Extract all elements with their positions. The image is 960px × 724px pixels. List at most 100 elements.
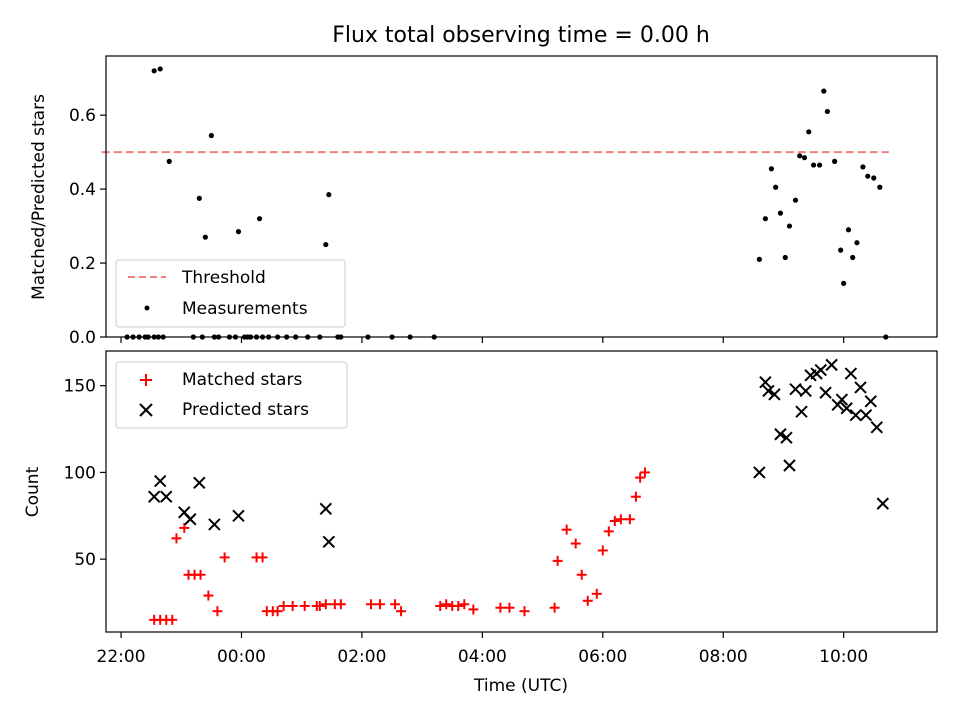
- measurement-point: [208, 132, 214, 139]
- predicted-star-point: [768, 388, 781, 401]
- measurement-point: [196, 195, 202, 201]
- matched-star-point: [635, 472, 646, 483]
- matched-star-point: [615, 514, 626, 525]
- measurement-point: [151, 68, 157, 74]
- predicted-star-point: [762, 384, 775, 398]
- x-tick-label: 02:00: [337, 647, 386, 667]
- measurement-point: [773, 184, 779, 190]
- bottom-panel: 50 100 150 22:00 00:00 02:00 04:00 06:00 08:00 1…: [23, 350, 938, 667]
- predicted-star-point: [870, 421, 883, 434]
- predicted-star-point: [844, 367, 858, 380]
- bottom-ylabel: Count: [23, 466, 43, 517]
- measurement-point: [782, 254, 788, 261]
- measurement-point: [810, 162, 817, 168]
- matched-star-point: [335, 599, 346, 610]
- bottom-legend: Matched stars Predicted stars: [115, 361, 348, 429]
- matched-star-point: [171, 533, 182, 544]
- matched-star-point: [299, 600, 310, 611]
- predicted-star-point: [789, 382, 802, 396]
- predicted-star-point: [322, 535, 336, 549]
- matched-star-point: [519, 606, 530, 617]
- predicted-star-point: [232, 509, 245, 522]
- top-ytick-label: 0.0: [69, 328, 96, 348]
- predicted-star-point: [147, 490, 161, 503]
- measurement-point: [157, 66, 163, 72]
- predicted-star-point: [825, 358, 838, 372]
- matched-star-point: [314, 600, 325, 611]
- predicted-star-point: [759, 376, 772, 389]
- matched-star-point: [320, 599, 331, 610]
- predicted-star-point: [849, 408, 862, 422]
- matched-star-point: [278, 600, 289, 611]
- matched-star-point: [287, 600, 298, 611]
- predicted-star-point: [814, 363, 827, 377]
- measurement-point: [845, 227, 852, 233]
- predicted-star-point: [753, 466, 766, 479]
- matched-star-point: [374, 599, 385, 610]
- matched-star-point: [195, 569, 206, 580]
- measurement-point: [797, 153, 803, 159]
- measurement-point: [777, 210, 784, 216]
- bottom-ytick-label: 100: [64, 463, 96, 483]
- measurement-point: [871, 175, 877, 181]
- matched-star-point: [459, 599, 470, 610]
- x-tick-label: 08:00: [699, 647, 748, 667]
- predicted-star-point: [864, 395, 877, 408]
- matched-star-point: [570, 538, 581, 549]
- predicted-star-point: [799, 384, 812, 398]
- predicted-star-point: [783, 459, 796, 472]
- matched-star-point: [561, 524, 572, 535]
- measurement-point: [256, 216, 263, 222]
- measurement-point: [877, 184, 883, 190]
- predicted-star-point: [795, 405, 808, 418]
- measurement-point: [841, 280, 847, 286]
- bottom-marks: [147, 358, 890, 625]
- measurement-point: [801, 155, 808, 161]
- measurement-point: [792, 197, 799, 203]
- matched-star-point: [630, 491, 641, 502]
- x-axis-label: Time (UTC): [473, 676, 568, 696]
- x-tick-label: 10:00: [819, 647, 868, 667]
- matched-star-point: [504, 602, 515, 613]
- predicted-star-point: [835, 393, 849, 406]
- matched-star-point: [167, 614, 178, 625]
- legend-threshold-label: Threshold: [181, 268, 266, 288]
- predicted-star-point: [184, 513, 197, 526]
- matched-star-point: [203, 590, 214, 601]
- bottom-ytick-label: 50: [74, 550, 96, 570]
- measurement-point: [850, 254, 856, 261]
- measurement-point: [832, 158, 838, 164]
- chart-title: Flux total observing time = 0.00 h: [332, 23, 710, 48]
- predicted-star-point: [780, 431, 793, 444]
- predicted-star-point: [208, 518, 221, 531]
- matched-star-point: [468, 604, 479, 615]
- measurement-point: [816, 162, 823, 168]
- matched-star-point: [582, 595, 593, 606]
- predicted-star-point: [859, 408, 873, 422]
- matched-star-point: [639, 467, 650, 478]
- matched-star-point: [435, 600, 446, 611]
- legend-matched-label: Matched stars: [182, 370, 302, 390]
- matched-star-point: [441, 599, 452, 610]
- matched-star-point: [576, 569, 587, 580]
- predicted-star-point: [193, 476, 206, 490]
- predicted-star-point: [876, 497, 890, 510]
- matched-star-point: [495, 602, 506, 613]
- x-tick-label: 06:00: [578, 647, 627, 667]
- measurement-point: [806, 129, 812, 135]
- measurement-point: [786, 223, 793, 229]
- measurement-point: [235, 229, 242, 235]
- top-axes-frame: [105, 55, 938, 338]
- matched-star-point: [609, 515, 620, 526]
- x-tick-label: 04:00: [458, 647, 507, 667]
- matched-star-point: [219, 552, 230, 563]
- bottom-axes-frame: [105, 350, 938, 633]
- predicted-star-point: [840, 402, 853, 415]
- measurement-point: [838, 247, 844, 253]
- measurement-point: [821, 88, 827, 94]
- matched-star-point: [365, 599, 376, 610]
- measurement-point: [854, 240, 860, 246]
- matched-star-point: [390, 599, 401, 610]
- matched-star-point: [549, 602, 560, 613]
